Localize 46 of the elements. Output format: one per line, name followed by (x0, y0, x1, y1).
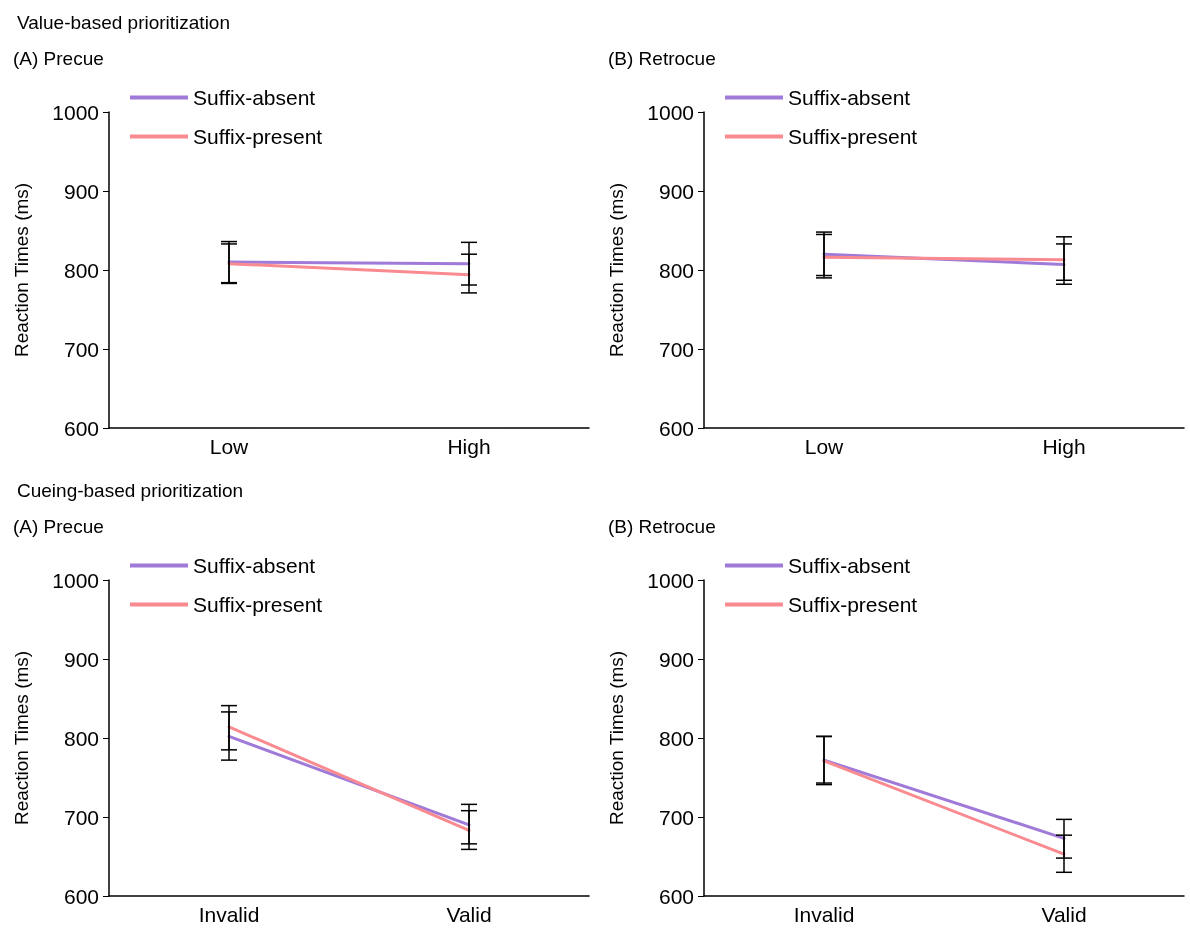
x-tick-label: Low (804, 435, 845, 458)
y-axis-title: Reaction Times (ms) (606, 650, 627, 826)
y-tick-label: 900 (658, 179, 694, 203)
y-axis-title: Reaction Times (ms) (11, 182, 32, 358)
x-tick-label: Valid (446, 903, 492, 926)
y-tick-label: 700 (658, 337, 694, 361)
y-tick-label: 1000 (52, 100, 99, 124)
legend-label: Suffix-present (788, 593, 918, 616)
legend-label: Suffix-present (193, 593, 323, 616)
chart-title: Cueing-based prioritization (17, 480, 244, 501)
x-tick-label: Low (209, 435, 250, 458)
y-tick-label: 900 (63, 179, 99, 203)
y-tick-label: 800 (658, 726, 694, 750)
chart-subtitle: (B) Retrocue (608, 516, 716, 537)
legend-label: Suffix-absent (788, 86, 911, 109)
y-tick-label: 600 (658, 884, 694, 908)
y-tick-label: 700 (63, 337, 99, 361)
legend-label: Suffix-absent (788, 554, 911, 577)
y-tick-label: 1000 (647, 100, 694, 124)
y-tick-label: 1000 (647, 568, 694, 592)
y-tick-label: 600 (63, 416, 99, 440)
y-tick-label: 800 (658, 258, 694, 282)
y-tick-label: 900 (63, 647, 99, 671)
chart-subtitle: (A) Precue (13, 516, 104, 537)
legend-label: Suffix-absent (193, 554, 316, 577)
y-axis-title: Reaction Times (ms) (606, 182, 627, 358)
y-tick-label: 700 (63, 805, 99, 829)
x-tick-label: Invalid (793, 903, 855, 926)
legend-label: Suffix-absent (193, 86, 316, 109)
y-axis-title: Reaction Times (ms) (11, 650, 32, 826)
y-tick-label: 600 (658, 416, 694, 440)
chart-subtitle: (B) Retrocue (608, 48, 716, 69)
y-tick-label: 600 (63, 884, 99, 908)
x-tick-label: Invalid (198, 903, 260, 926)
x-tick-label: Valid (1041, 903, 1087, 926)
y-tick-label: 1000 (52, 568, 99, 592)
y-tick-label: 800 (63, 726, 99, 750)
y-tick-label: 900 (658, 647, 694, 671)
x-tick-label: High (447, 435, 491, 458)
y-tick-label: 700 (658, 805, 694, 829)
legend-label: Suffix-present (788, 125, 918, 148)
legend-label: Suffix-present (193, 125, 323, 148)
chart-title: Value-based prioritization (17, 12, 230, 33)
chart-subtitle: (A) Precue (13, 48, 104, 69)
x-tick-label: High (1042, 435, 1086, 458)
y-tick-label: 800 (63, 258, 99, 282)
